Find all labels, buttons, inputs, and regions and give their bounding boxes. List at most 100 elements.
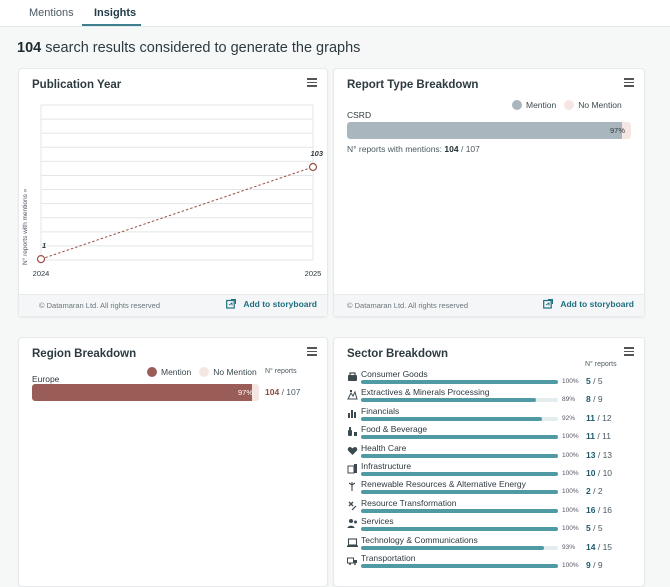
- copyright-text: © Datamaran Ltd. All rights reserved: [39, 301, 160, 310]
- card-title: Publication Year: [32, 79, 122, 91]
- truck-icon: [347, 557, 357, 565]
- active-tab-indicator: [82, 24, 141, 26]
- menu-icon[interactable]: [307, 78, 317, 87]
- sector-bar-fill: [361, 545, 545, 550]
- sector-percent: 89%: [562, 396, 576, 404]
- sector-count: 9 / 9: [586, 560, 603, 570]
- sector-percent: 100%: [562, 506, 579, 514]
- sector-bar: [361, 564, 558, 568]
- sector-row[interactable]: Extractives & Minerals Processing 89% 8 / …: [347, 387, 637, 406]
- tab-insights[interactable]: Insights: [94, 7, 137, 19]
- legend-mention[interactable]: Mention: [512, 100, 556, 110]
- n-reports-header: N° reports: [265, 368, 297, 375]
- sector-count: 10 / 10: [586, 468, 613, 478]
- sector-bar: [361, 453, 558, 458]
- sector-percent: 100%: [562, 525, 579, 533]
- sector-row[interactable]: Consumer Goods 100% 5 / 5: [347, 369, 637, 388]
- add-to-storyboard-button[interactable]: Add to storyboard: [226, 299, 317, 309]
- sector-bar-fill: [361, 416, 543, 421]
- sector-percent: 100%: [562, 433, 579, 441]
- sector-bar-fill: [361, 380, 558, 384]
- sector-row[interactable]: Financials 92% 11 / 12: [347, 406, 637, 425]
- sector-row[interactable]: Health Care 100% 13 / 13: [347, 443, 637, 462]
- sector-bar-fill: [361, 527, 558, 532]
- bar-percent: 97%: [609, 126, 625, 135]
- card-title: Sector Breakdown: [347, 348, 448, 360]
- sector-count: 14 / 15: [586, 541, 613, 552]
- bar-label-europe: Europe: [32, 374, 60, 384]
- sector-bar: [361, 490, 558, 495]
- menu-icon[interactable]: [624, 78, 634, 87]
- publication-year-card: Publication Year N° reports with mention…: [18, 68, 328, 317]
- card-footer: © Datamaran Ltd. All rights reserved Add…: [334, 294, 644, 316]
- sector-bar-fill: [361, 472, 558, 476]
- legend-no-mention[interactable]: No Mention: [199, 367, 257, 377]
- sector-bar-fill: [361, 490, 558, 495]
- card-footer: © Datamaran Ltd. All rights reserved Add…: [19, 294, 327, 316]
- bar-percent: 97%: [237, 388, 253, 397]
- legend-mention[interactable]: Mention: [147, 367, 191, 377]
- bar-europe[interactable]: 97%: [32, 384, 259, 401]
- sector-count: 11 / 12: [586, 412, 612, 423]
- sector-bar-fill: [361, 564, 558, 568]
- sector-percent: 100%: [562, 488, 579, 496]
- results-summary: 104 search results considered to generat…: [17, 40, 360, 56]
- sector-name: Extractives & Minerals Processing: [361, 387, 490, 398]
- sector-count: 13 / 13: [586, 449, 613, 460]
- bar-csrd[interactable]: 97%: [347, 122, 631, 139]
- bar-fill-mention: [347, 122, 623, 139]
- cart-icon: [348, 372, 357, 381]
- legend-no-mention[interactable]: No Mention: [564, 100, 622, 110]
- sector-bar: [361, 380, 558, 384]
- sector-name: Technology & Communications: [361, 534, 478, 545]
- wind-icon: [348, 482, 356, 492]
- sector-row[interactable]: Infrastructure 100% 10 / 10: [347, 461, 637, 480]
- storyboard-icon: [226, 299, 237, 309]
- bottle-icon: [348, 427, 357, 437]
- sector-percent: 92%: [562, 414, 576, 422]
- sector-percent: 100%: [562, 451, 579, 459]
- storyboard-icon: [543, 299, 554, 309]
- report-type-card: Report Type Breakdown Mention No Mention…: [333, 68, 645, 317]
- publication-year-chart: 1 103 2024 2025: [33, 104, 324, 278]
- sector-bar: [361, 416, 558, 421]
- satellite-icon: [348, 501, 357, 511]
- people-icon: [347, 519, 357, 529]
- sector-row[interactable]: Resource Transformation 100% 16 / 16: [347, 498, 637, 517]
- chart-legend: Mention No Mention: [512, 100, 630, 110]
- sector-bar: [361, 508, 558, 513]
- sector-count: 8 / 9: [586, 394, 603, 405]
- sector-bar: [361, 545, 558, 550]
- bar-chart-icon: [348, 409, 356, 418]
- reports-with-mentions: N° reports with mentions: 104 / 107: [347, 144, 480, 154]
- tab-bar: Mentions Insights: [0, 0, 670, 27]
- copyright-text: © Datamaran Ltd. All rights reserved: [347, 301, 468, 310]
- menu-icon[interactable]: [624, 347, 634, 356]
- sector-count: 5 / 5: [586, 523, 603, 534]
- results-count: 104: [17, 40, 42, 56]
- bar-label-csrd: CSRD: [347, 110, 372, 120]
- x-tick-2025: 2025: [305, 269, 322, 278]
- add-to-storyboard-button[interactable]: Add to storyboard: [543, 299, 634, 309]
- bar-fill-mention: [32, 384, 253, 401]
- sector-name: Infrastructure: [361, 461, 412, 471]
- sector-row[interactable]: Transportation 100% 9 / 9: [347, 553, 637, 572]
- sector-row[interactable]: Services 100% 5 / 5: [347, 516, 637, 535]
- sector-bar-fill: [361, 453, 558, 458]
- sector-row[interactable]: Renewable Resources & Alternative Energy…: [347, 479, 637, 498]
- data-label-2024: 1: [42, 241, 46, 250]
- sector-bar-fill: [361, 508, 558, 513]
- sector-name: Transportation: [361, 553, 416, 563]
- region-count: 104 / 107: [265, 387, 301, 397]
- tab-mentions[interactable]: Mentions: [29, 7, 74, 19]
- sector-percent: 100%: [562, 562, 579, 569]
- building-icon: [347, 464, 357, 474]
- storyboard-label: Add to storyboard: [560, 299, 634, 309]
- sector-name: Health Care: [361, 442, 407, 453]
- heart-icon: [347, 446, 358, 455]
- menu-icon[interactable]: [307, 347, 317, 356]
- storyboard-label: Add to storyboard: [243, 299, 317, 309]
- sector-row[interactable]: Food & Beverage 100% 11 / 11: [347, 424, 637, 443]
- sector-percent: 100%: [562, 470, 579, 477]
- sector-row[interactable]: Technology & Communications 93% 14 / 15: [347, 535, 637, 554]
